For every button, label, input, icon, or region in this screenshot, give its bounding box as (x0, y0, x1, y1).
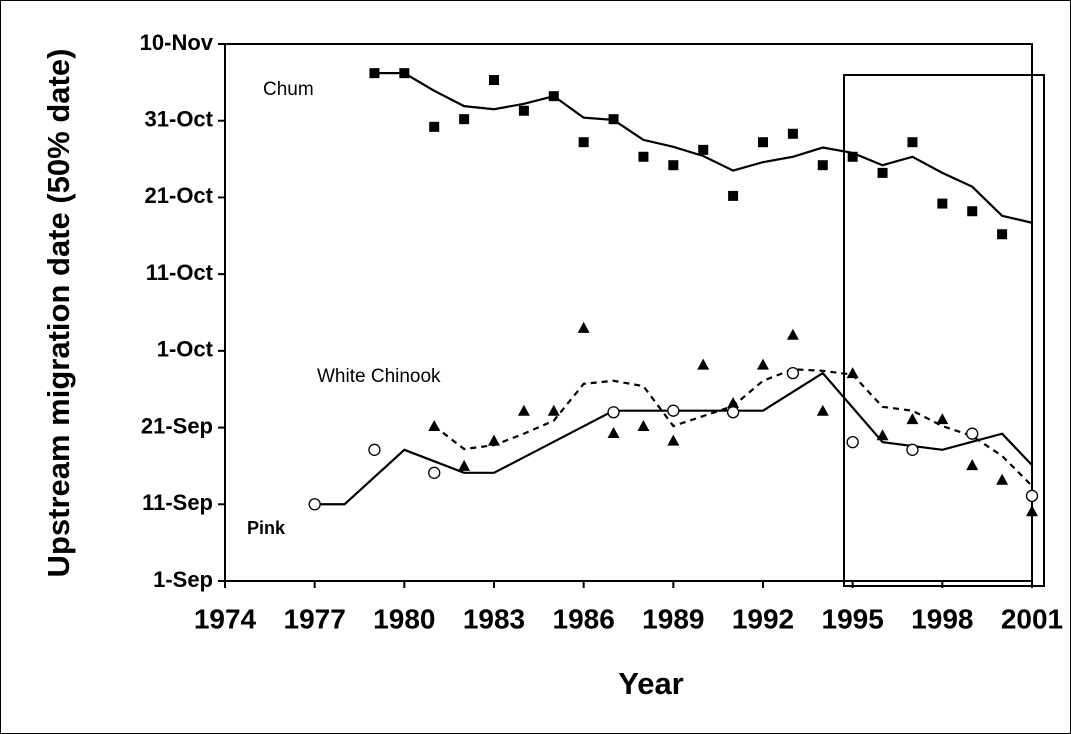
point (698, 144, 709, 155)
point (758, 137, 768, 148)
point (369, 68, 380, 79)
y-tick-label: 11-Sep (142, 490, 213, 515)
point (907, 137, 918, 148)
point (489, 75, 499, 86)
series-label: Chum (263, 79, 314, 100)
y-tick-label: 11-Oct (146, 260, 214, 285)
plot-frame (224, 43, 1033, 582)
point (997, 229, 1008, 240)
point (1026, 505, 1038, 517)
x-tick-label: 2001 (1001, 603, 1063, 634)
point (578, 137, 589, 148)
point (308, 498, 321, 511)
point (548, 91, 559, 102)
highlight-box (843, 74, 1045, 587)
point (936, 413, 949, 425)
point (429, 121, 440, 132)
point (458, 459, 471, 471)
series-label: White Chinook (317, 366, 441, 387)
point (846, 367, 859, 379)
point (906, 413, 919, 425)
point (996, 473, 1009, 485)
x-tick-label: 1989 (642, 603, 704, 634)
point (757, 358, 769, 370)
x-axis-label: Year (618, 666, 684, 701)
x-tick-label: 1986 (553, 603, 615, 634)
y-tick-label: 1-Sep (153, 567, 213, 592)
point (967, 206, 978, 217)
trend-line (433, 368, 1033, 487)
trend-line (374, 72, 1033, 224)
point (966, 427, 979, 440)
point (428, 420, 441, 432)
y-tick-label: 10-Nov (140, 30, 214, 55)
point (877, 167, 888, 178)
point (459, 114, 470, 125)
point (607, 406, 620, 419)
y-tick-label: 1-Oct (157, 337, 214, 362)
point (817, 160, 828, 171)
x-tick-label: 1992 (732, 603, 794, 634)
point (1025, 489, 1039, 502)
point (577, 321, 590, 333)
point (607, 426, 620, 438)
point (638, 151, 649, 162)
y-tick-label: 21-Sep (141, 413, 213, 438)
point (547, 404, 560, 416)
x-tick-label: 1977 (284, 603, 346, 634)
point (847, 151, 858, 162)
x-tick-label: 1998 (911, 603, 973, 634)
point (787, 128, 798, 139)
point (399, 68, 410, 79)
y-tick-label: 21-Oct (145, 183, 214, 208)
x-tick-label: 1974 (194, 603, 257, 634)
point (966, 459, 979, 471)
x-tick-label: 1983 (463, 603, 525, 634)
point (906, 443, 919, 456)
series-label: Pink (247, 518, 286, 538)
point (517, 404, 530, 416)
trend-line (314, 371, 1033, 506)
point (518, 105, 529, 116)
point (488, 434, 500, 446)
point (697, 358, 710, 370)
point (728, 190, 739, 201)
point (428, 466, 441, 479)
point (846, 435, 859, 449)
point (608, 114, 619, 125)
point (668, 160, 679, 171)
point (786, 328, 799, 340)
point (727, 397, 740, 409)
point (726, 406, 740, 419)
x-tick-label: 1995 (822, 603, 884, 634)
point (667, 404, 680, 417)
point (667, 434, 680, 446)
y-axis-label: Upstream migration date (50% date) (41, 48, 76, 578)
point (937, 198, 948, 209)
point (816, 404, 829, 416)
point (368, 443, 381, 456)
x-tick-label: 1980 (373, 603, 435, 634)
y-tick-label: 31-Oct (145, 107, 214, 132)
point (637, 420, 650, 432)
point (786, 366, 800, 380)
